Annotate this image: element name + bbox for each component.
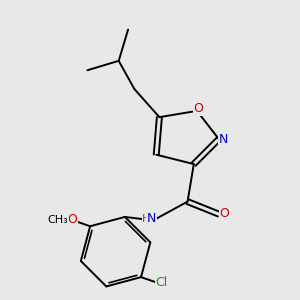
Text: O: O bbox=[67, 214, 77, 226]
Text: Cl: Cl bbox=[156, 276, 168, 289]
Text: CH₃: CH₃ bbox=[47, 215, 68, 225]
Text: O: O bbox=[194, 102, 203, 115]
Text: H: H bbox=[142, 214, 150, 224]
Text: O: O bbox=[220, 207, 230, 220]
Text: N: N bbox=[147, 212, 156, 225]
Text: N: N bbox=[219, 133, 228, 146]
